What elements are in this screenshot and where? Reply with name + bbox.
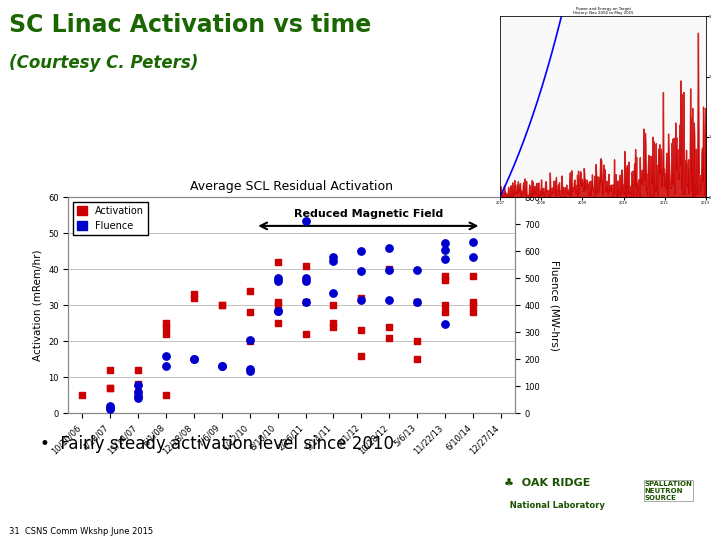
Point (300, 297, 311, 306)
Point (104, 405, 116, 414)
Point (161, 391, 172, 400)
Point (272, 319, 284, 327)
Point (272, 274, 284, 282)
Point (132, 387, 144, 396)
Point (300, 261, 311, 270)
Legend: Activation, Fluence: Activation, Fluence (73, 202, 148, 234)
Point (104, 402, 116, 411)
Point (216, 362, 228, 370)
Point (272, 297, 284, 306)
Text: (Courtesy C. Peters): (Courtesy C. Peters) (9, 54, 198, 72)
Point (328, 256, 339, 265)
Title: Power and Energy on Target
History: Nov 2006 to May 2015: Power and Energy on Target History: Nov … (572, 6, 634, 15)
Point (216, 301, 228, 309)
Point (161, 352, 172, 361)
Point (328, 288, 339, 297)
Point (272, 258, 284, 266)
Point (439, 301, 451, 309)
Point (188, 355, 199, 363)
Point (272, 306, 284, 315)
Point (300, 217, 311, 226)
Point (300, 329, 311, 338)
Point (467, 252, 479, 261)
Point (244, 367, 256, 376)
Point (132, 380, 144, 389)
Point (161, 329, 172, 338)
Point (244, 308, 256, 316)
Text: National Laboratory: National Laboratory (504, 501, 605, 510)
Point (439, 308, 451, 316)
Point (439, 320, 451, 328)
Point (132, 387, 144, 396)
Point (467, 237, 479, 246)
Point (104, 403, 116, 412)
Point (384, 265, 395, 273)
Point (439, 272, 451, 281)
Point (467, 301, 479, 309)
Text: •  Fairly steady activation level since 2010: • Fairly steady activation level since 2… (40, 435, 394, 453)
Point (439, 239, 451, 247)
Point (411, 266, 423, 274)
Point (439, 255, 451, 264)
Text: SC Linac Activation vs time: SC Linac Activation vs time (9, 14, 371, 37)
Point (161, 362, 172, 370)
Point (132, 391, 144, 400)
Point (356, 351, 367, 360)
Point (244, 336, 256, 345)
Point (467, 308, 479, 316)
Point (244, 364, 256, 373)
Point (300, 276, 311, 285)
Point (384, 244, 395, 253)
Point (467, 272, 479, 281)
Title: Average SCL Residual Activation: Average SCL Residual Activation (190, 180, 393, 193)
Point (328, 322, 339, 331)
Point (104, 366, 116, 374)
Point (161, 319, 172, 327)
Point (384, 295, 395, 304)
Point (300, 298, 311, 307)
Point (411, 297, 423, 306)
Point (76, 391, 88, 400)
Y-axis label: Fluence (MW-hrs): Fluence (MW-hrs) (550, 260, 560, 350)
Point (188, 290, 199, 299)
Point (328, 252, 339, 261)
Point (328, 319, 339, 327)
Point (384, 333, 395, 342)
Point (216, 301, 228, 309)
Point (272, 276, 284, 285)
Point (384, 266, 395, 274)
Point (356, 294, 367, 302)
Point (356, 247, 367, 255)
Point (411, 355, 423, 363)
Text: 31  CSNS Comm Wkshp June 2015: 31 CSNS Comm Wkshp June 2015 (9, 526, 153, 536)
Point (132, 394, 144, 403)
Point (188, 355, 199, 363)
Point (300, 274, 311, 282)
Point (356, 295, 367, 304)
Point (132, 366, 144, 374)
Point (439, 275, 451, 284)
Point (104, 383, 116, 392)
Text: SPALLATION
NEUTRON
SOURCE: SPALLATION NEUTRON SOURCE (644, 481, 692, 501)
Text: ♣  OAK RIDGE: ♣ OAK RIDGE (504, 478, 590, 488)
Y-axis label: Activation (mRem/hr): Activation (mRem/hr) (32, 249, 42, 361)
Point (188, 294, 199, 302)
Point (356, 326, 367, 335)
Point (244, 337, 256, 346)
Point (272, 306, 284, 315)
Point (384, 322, 395, 331)
Point (411, 337, 423, 346)
Point (467, 297, 479, 306)
Point (161, 322, 172, 331)
Point (244, 286, 256, 295)
Point (104, 383, 116, 392)
Point (272, 301, 284, 309)
Text: Reduced Magnetic Field: Reduced Magnetic Field (294, 210, 443, 219)
Point (411, 298, 423, 307)
Point (439, 245, 451, 254)
Point (216, 362, 228, 370)
Point (132, 380, 144, 389)
Point (328, 301, 339, 309)
Point (356, 267, 367, 275)
